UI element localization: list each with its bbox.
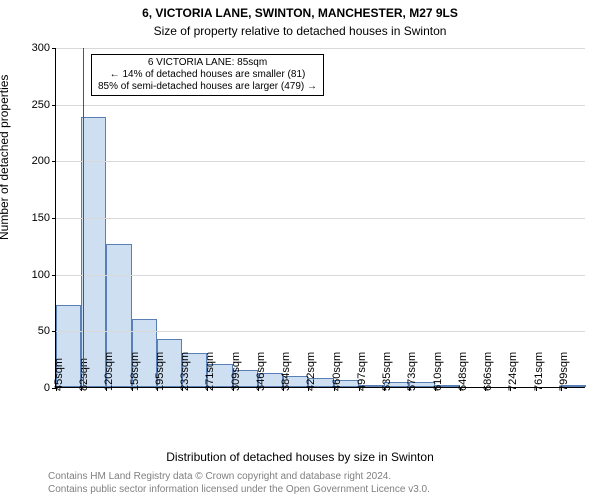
- footer-attribution: Contains HM Land Registry data © Crown c…: [48, 471, 594, 496]
- footer-line-2: Contains public sector information licen…: [48, 484, 594, 497]
- x-tick-label: 346sqm: [255, 331, 267, 391]
- annotation-line: 6 VICTORIA LANE: 85sqm: [98, 57, 317, 69]
- x-tick-mark: [283, 387, 284, 391]
- y-tick-label: 300: [32, 42, 56, 54]
- grid-line: [56, 161, 585, 162]
- x-tick-mark: [308, 387, 309, 391]
- x-tick-mark: [207, 387, 208, 391]
- chart-title-main: 6, VICTORIA LANE, SWINTON, MANCHESTER, M…: [0, 6, 600, 20]
- x-tick-mark: [258, 387, 259, 391]
- x-tick-label: 648sqm: [457, 331, 469, 391]
- x-tick-mark: [81, 387, 82, 391]
- x-tick-label: 45sqm: [53, 331, 65, 391]
- x-tick-label: 271sqm: [204, 331, 216, 391]
- x-tick-label: 724sqm: [507, 331, 519, 391]
- x-tick-mark: [510, 387, 511, 391]
- y-tick-label: 100: [32, 269, 56, 281]
- x-tick-mark: [384, 387, 385, 391]
- plot-area: 05010015020025030045sqm82sqm120sqm158sqm…: [55, 48, 585, 388]
- annotation-box: 6 VICTORIA LANE: 85sqm← 14% of detached …: [91, 54, 324, 96]
- x-tick-label: 535sqm: [381, 331, 393, 391]
- x-tick-label: 799sqm: [558, 331, 570, 391]
- x-tick-label: 497sqm: [356, 331, 368, 391]
- x-tick-mark: [460, 387, 461, 391]
- grid-line: [56, 275, 585, 276]
- x-tick-label: 422sqm: [305, 331, 317, 391]
- x-tick-mark: [56, 387, 57, 391]
- footer-line-1: Contains HM Land Registry data © Crown c…: [48, 471, 594, 484]
- x-tick-mark: [536, 387, 537, 391]
- x-tick-label: 120sqm: [103, 331, 115, 391]
- chart-container: 6, VICTORIA LANE, SWINTON, MANCHESTER, M…: [0, 0, 600, 500]
- grid-line: [56, 218, 585, 219]
- x-tick-label: 460sqm: [331, 331, 343, 391]
- y-axis-label: Number of detached properties: [0, 75, 11, 240]
- y-tick-label: 200: [32, 155, 56, 167]
- annotation-line: ← 14% of detached houses are smaller (81…: [98, 69, 317, 81]
- x-tick-mark: [334, 387, 335, 391]
- x-tick-mark: [435, 387, 436, 391]
- chart-title-sub: Size of property relative to detached ho…: [0, 24, 600, 38]
- y-tick-label: 150: [32, 212, 56, 224]
- x-tick-label: 384sqm: [280, 331, 292, 391]
- x-tick-label: 233sqm: [179, 331, 191, 391]
- grid-line: [56, 48, 585, 49]
- annotation-line: 85% of semi-detached houses are larger (…: [98, 81, 317, 93]
- grid-line: [56, 105, 585, 106]
- x-tick-mark: [132, 387, 133, 391]
- x-tick-mark: [157, 387, 158, 391]
- x-tick-label: 195sqm: [154, 331, 166, 391]
- x-tick-mark: [182, 387, 183, 391]
- x-tick-label: 686sqm: [482, 331, 494, 391]
- x-tick-label: 610sqm: [432, 331, 444, 391]
- x-tick-mark: [106, 387, 107, 391]
- x-axis-label: Distribution of detached houses by size …: [0, 450, 600, 464]
- x-tick-label: 158sqm: [129, 331, 141, 391]
- x-tick-mark: [485, 387, 486, 391]
- x-tick-label: 573sqm: [406, 331, 418, 391]
- x-tick-label: 761sqm: [533, 331, 545, 391]
- x-tick-mark: [561, 387, 562, 391]
- y-tick-label: 250: [32, 99, 56, 111]
- x-tick-label: 309sqm: [230, 331, 242, 391]
- x-tick-mark: [359, 387, 360, 391]
- x-tick-mark: [233, 387, 234, 391]
- x-tick-mark: [409, 387, 410, 391]
- reference-line: [83, 48, 84, 387]
